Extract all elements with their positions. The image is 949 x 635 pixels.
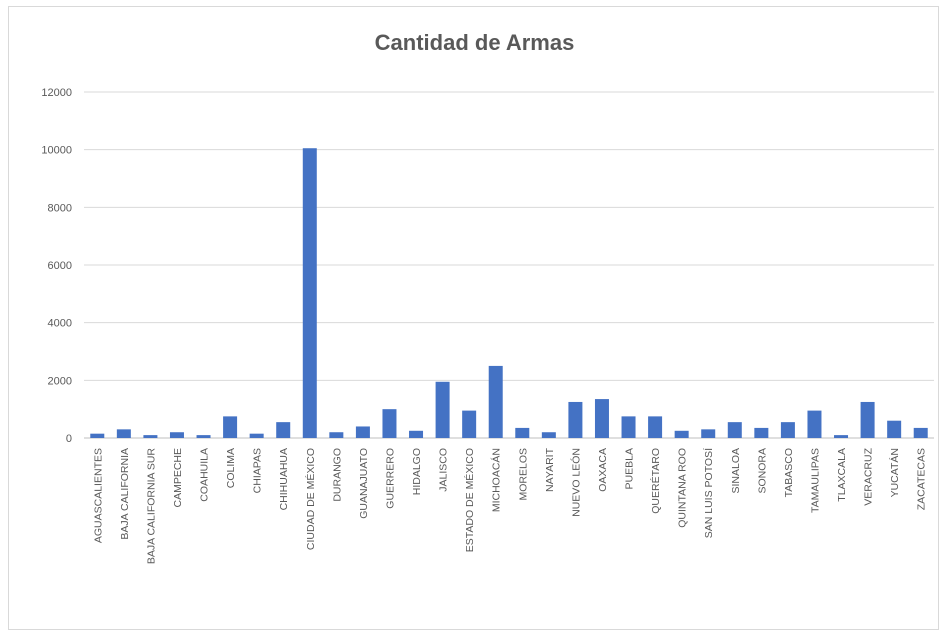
bar [116, 429, 131, 438]
x-tick-label: SAN LUIS POTOSÍ [702, 448, 715, 538]
x-tick-label: CAMPECHE [172, 448, 184, 508]
y-tick-label: 4000 [48, 318, 72, 330]
x-tick-label: COAHUILA [199, 448, 211, 502]
x-tick-label: SINALOA [730, 448, 742, 494]
x-tick-label: OAXACA [597, 448, 609, 492]
bar [913, 427, 928, 438]
y-tick-label: 2000 [48, 375, 72, 387]
bar [249, 433, 264, 438]
x-tick-label: TABASCO [783, 448, 795, 497]
bar [223, 416, 238, 438]
x-tick-label: CIUDAD DE MÉXICO [304, 448, 317, 550]
x-tick-label: YUCATÁN [888, 448, 901, 497]
bar [754, 427, 769, 438]
x-tick-label: PUEBLA [624, 448, 636, 489]
y-tick-label: 10000 [41, 145, 72, 157]
x-tick-label: GUERRERO [384, 448, 396, 509]
y-tick-label: 6000 [48, 260, 72, 272]
x-tick-label: VERACRUZ [863, 447, 875, 505]
bar [515, 427, 530, 438]
bar [143, 435, 158, 438]
bar [621, 416, 636, 438]
x-tick-label: ZACATECAS [916, 448, 928, 510]
chart-frame [8, 6, 939, 630]
bar [727, 422, 742, 438]
x-tick-label: COLIMA [225, 448, 237, 488]
gridlines [84, 91, 934, 439]
y-axis-ticks: 0 2000 4000 6000 8000 10000 12000 [41, 87, 72, 445]
x-tick-label: NUEVO LEÓN [569, 448, 582, 517]
bar [541, 432, 556, 438]
bar [355, 426, 370, 438]
bar [409, 430, 424, 438]
bar [807, 410, 822, 438]
bar [568, 401, 583, 438]
bar [488, 365, 503, 438]
bar [834, 435, 849, 438]
bar [90, 433, 105, 438]
x-tick-label: BAJA CALIFORNIA [119, 448, 131, 540]
x-tick-label: NAYARIT [544, 447, 556, 492]
x-tick-label: JALISCO [438, 448, 450, 492]
x-tick-label: DURANGO [331, 448, 343, 502]
bar [887, 420, 902, 438]
x-tick-label: TLAXCALA [836, 448, 848, 502]
bar [860, 401, 875, 438]
x-axis-labels: AGUASCALIENTES BAJA CALIFORNIA BAJA CALIFO… [92, 447, 927, 564]
bar [462, 410, 477, 438]
x-tick-label: ESTADO DE MÉXICO [463, 448, 476, 552]
bar [594, 399, 609, 438]
x-tick-label: BAJA CALIFORNIA SUR [145, 448, 157, 565]
bar [648, 416, 663, 438]
x-tick-label: CHIAPAS [252, 448, 264, 493]
bar [780, 422, 795, 438]
bar [196, 435, 211, 438]
x-tick-label: AGUASCALIENTES [92, 448, 104, 543]
bar [276, 422, 291, 438]
y-tick-label: 8000 [48, 202, 72, 214]
x-tick-label: HIDALGO [411, 448, 423, 495]
bar [302, 148, 317, 438]
x-tick-label: QUERÉTARO [649, 448, 662, 514]
bar [435, 381, 450, 438]
bars [90, 148, 928, 438]
x-tick-label: GUANAJUATO [358, 448, 370, 519]
x-tick-label: SONORA [756, 448, 768, 494]
x-tick-label: QUINTANA ROO [677, 448, 689, 528]
bar [701, 429, 716, 438]
bar [329, 432, 344, 438]
y-tick-label: 0 [66, 433, 72, 445]
x-tick-label: MORELOS [517, 448, 529, 501]
bar [382, 409, 397, 438]
y-tick-label: 12000 [41, 87, 72, 99]
x-tick-label: MICHOACÁN [490, 448, 503, 512]
x-tick-label: CHIHUAHUA [278, 448, 290, 510]
chart-title: Cantidad de Armas [374, 30, 575, 55]
x-tick-label: TAMAULIPAS [809, 448, 821, 513]
bar [169, 432, 184, 438]
bar [674, 430, 689, 438]
